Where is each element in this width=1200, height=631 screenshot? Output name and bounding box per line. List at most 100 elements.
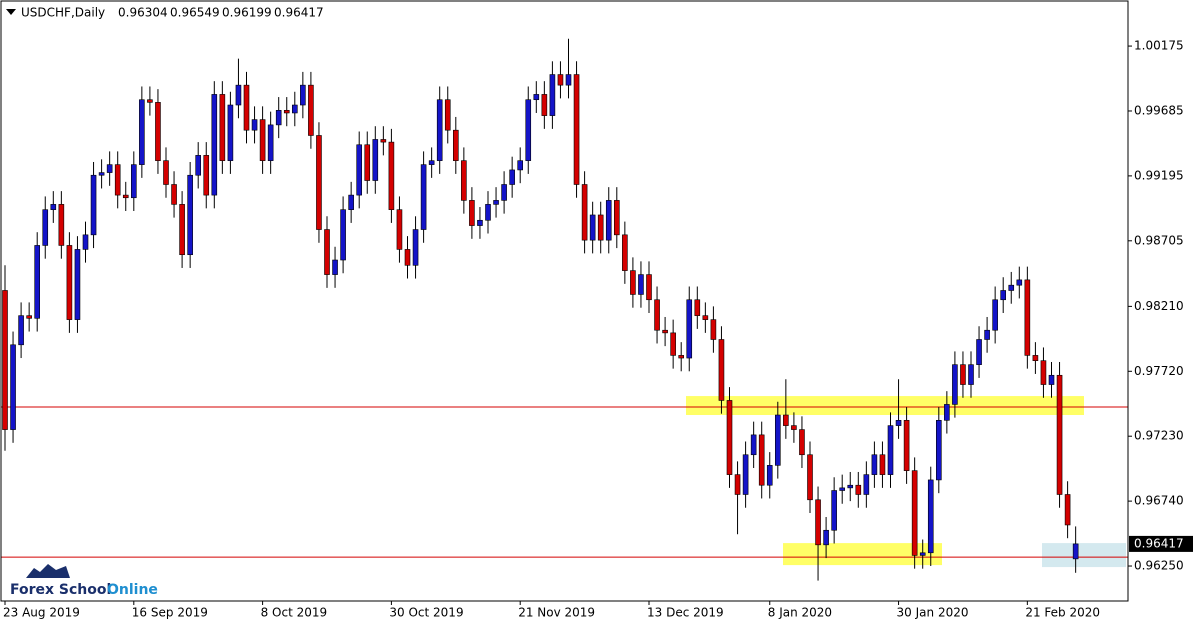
y-tick-label: 0.97230 bbox=[1134, 429, 1184, 443]
candle-body bbox=[517, 160, 524, 171]
candle-body bbox=[952, 364, 958, 405]
candle-body bbox=[34, 245, 41, 319]
candle-body bbox=[750, 434, 757, 456]
candle-body bbox=[646, 274, 652, 301]
chart-title: USDCHF,Daily bbox=[21, 6, 105, 20]
candle-body bbox=[670, 332, 676, 356]
candle-body bbox=[251, 119, 258, 131]
candle-body bbox=[18, 315, 24, 346]
candle-body bbox=[428, 160, 435, 165]
candle-body bbox=[396, 209, 403, 250]
candle-body bbox=[485, 204, 491, 221]
x-tick-label: 30 Oct 2019 bbox=[389, 606, 463, 620]
candle-body bbox=[613, 200, 620, 236]
candle-body bbox=[549, 74, 556, 116]
candle-body bbox=[291, 104, 298, 114]
candle-body bbox=[340, 209, 346, 261]
y-tick-label: 0.99195 bbox=[1134, 168, 1184, 182]
candle-body bbox=[179, 204, 185, 256]
candle-body bbox=[106, 164, 113, 173]
candle-body bbox=[461, 160, 467, 201]
candle-body bbox=[718, 339, 725, 401]
candle-body bbox=[211, 94, 218, 196]
y-tick-label: 0.98705 bbox=[1134, 233, 1184, 247]
x-tick-label: 8 Jan 2020 bbox=[768, 606, 832, 620]
candle-body bbox=[1064, 494, 1071, 526]
candle-body bbox=[316, 135, 322, 230]
candle-body bbox=[895, 420, 902, 426]
candle-body bbox=[581, 184, 588, 241]
candle-body bbox=[509, 169, 515, 185]
candle-body bbox=[267, 124, 274, 161]
candle-body bbox=[122, 194, 129, 199]
candle-body bbox=[927, 479, 934, 554]
candle-body bbox=[863, 474, 870, 495]
candle-body bbox=[597, 214, 604, 241]
x-tick-label: 23 Aug 2019 bbox=[3, 606, 80, 620]
candle-body bbox=[300, 84, 306, 106]
candle-body bbox=[1000, 290, 1007, 301]
candle-body bbox=[348, 194, 354, 210]
current-price-box bbox=[1129, 535, 1193, 552]
candle-body bbox=[694, 299, 701, 316]
candle-body bbox=[960, 364, 966, 385]
candle-body bbox=[98, 172, 105, 176]
candle-body bbox=[557, 74, 564, 86]
candle-body bbox=[654, 299, 660, 331]
candle-body bbox=[50, 204, 57, 210]
candle-body bbox=[734, 474, 741, 495]
candle-body bbox=[147, 99, 153, 103]
candle-body bbox=[662, 329, 668, 334]
price-zone bbox=[686, 396, 1084, 416]
candle-body bbox=[887, 425, 894, 475]
candle-body bbox=[412, 229, 419, 266]
y-tick-label: 0.96250 bbox=[1134, 559, 1184, 573]
candle-body bbox=[227, 104, 234, 161]
candle-body bbox=[565, 74, 572, 86]
candle-body bbox=[831, 490, 837, 531]
candle-body bbox=[911, 470, 918, 556]
candle-body bbox=[758, 434, 765, 486]
candle-body bbox=[219, 94, 226, 161]
candle-body bbox=[2, 290, 8, 430]
current-price-label: 0.96417 bbox=[1134, 536, 1184, 550]
candle-body bbox=[879, 454, 886, 475]
candle-body bbox=[452, 129, 459, 161]
candle-body bbox=[275, 110, 282, 126]
x-tick-label: 16 Sep 2019 bbox=[132, 606, 208, 620]
candle-body bbox=[114, 164, 121, 196]
candle-body bbox=[630, 270, 636, 295]
candle-body bbox=[774, 414, 781, 466]
candle-body bbox=[364, 144, 371, 181]
candle-body bbox=[903, 420, 910, 471]
candle-body bbox=[324, 229, 330, 275]
candle-body bbox=[839, 487, 846, 491]
logo-text-accent: Online bbox=[107, 582, 158, 598]
candle-body bbox=[855, 484, 862, 495]
y-tick-label: 1.00175 bbox=[1134, 39, 1184, 53]
candle-body bbox=[74, 249, 81, 320]
candle-body bbox=[710, 319, 717, 340]
x-tick-label: 8 Oct 2019 bbox=[261, 606, 328, 620]
candle-body bbox=[42, 209, 49, 246]
logo-icon bbox=[26, 564, 70, 578]
candle-body bbox=[90, 174, 97, 236]
candle-body bbox=[944, 404, 950, 421]
candle-body bbox=[195, 155, 201, 176]
candle-body bbox=[1008, 284, 1015, 291]
header-open: 0.96304 bbox=[118, 6, 168, 20]
candle-body bbox=[1016, 279, 1023, 286]
candle-body bbox=[678, 355, 685, 359]
candle-body bbox=[702, 315, 709, 320]
candle-body bbox=[469, 200, 475, 226]
candle-body bbox=[766, 465, 773, 486]
candle-body bbox=[686, 299, 693, 359]
candle-body bbox=[622, 234, 628, 271]
candle-body bbox=[372, 139, 379, 181]
candle-body bbox=[984, 329, 990, 340]
candle-body bbox=[388, 141, 395, 210]
candle-body bbox=[356, 144, 363, 196]
candle-body bbox=[235, 84, 242, 106]
